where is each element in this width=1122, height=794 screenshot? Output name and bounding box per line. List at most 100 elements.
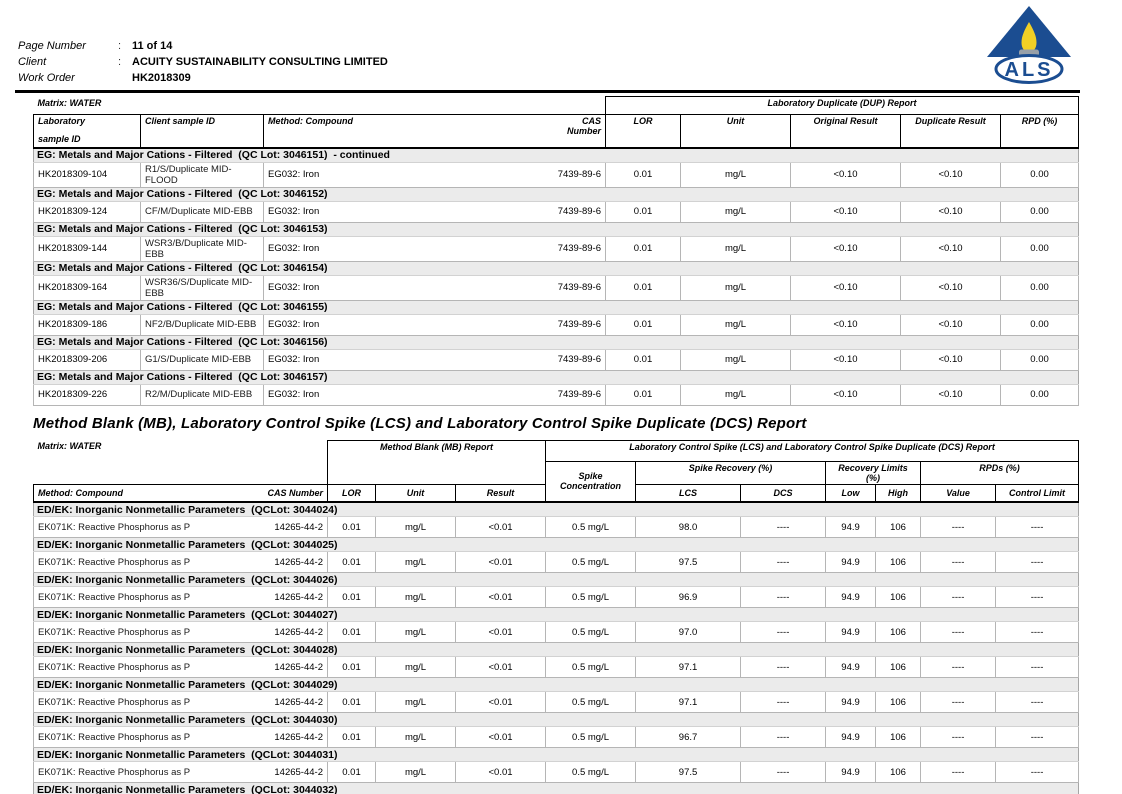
col-unit: Unit <box>680 114 791 149</box>
rpd-value-cell: ---- <box>920 691 997 713</box>
recovery-limit-low-cell: 94.9 <box>825 761 877 783</box>
cas-number-cell: 7439-89-6 <box>545 161 606 188</box>
unit-cell: mg/L <box>375 551 456 573</box>
cas-number-cell: 14265-44-2 <box>250 586 328 608</box>
method-compound-cell: EK071K: Reactive Phosphorus as P <box>33 516 251 538</box>
mb-report-span-header: Method Blank (MB) Report <box>326 439 547 485</box>
client-sample-id-cell: G1/S/Duplicate MID-EBB <box>140 348 264 371</box>
duplicate-result-cell: <0.10 <box>900 383 1001 406</box>
rpd-cell: 0.00 <box>999 200 1080 223</box>
rpd-value-cell: ---- <box>920 516 997 538</box>
qc-lot-section-label: ED/EK: Inorganic Nonmetallic Parameters … <box>32 607 1080 622</box>
page-number-value: 11 of 14 <box>132 40 173 52</box>
rpds-span-header: RPDs (%) <box>920 460 1080 485</box>
cas-number-cell: 14265-44-2 <box>250 726 328 748</box>
rpd-cell: 0.00 <box>999 383 1080 406</box>
recovery-limit-low-cell: 94.9 <box>825 691 877 713</box>
laboratory-sample-id-cell: HK2018309-164 <box>33 274 141 301</box>
lcs-recovery-cell: 97.1 <box>635 656 742 678</box>
lor-cell: 0.01 <box>605 161 681 188</box>
col-laboratory-sample-id: Laboratory sample ID <box>33 114 141 149</box>
qc-lot-section-row: ED/EK: Inorganic Nonmetallic Parameters … <box>32 572 1080 587</box>
col-lab-line2: sample ID <box>38 134 81 144</box>
table-row: HK2018309-104 R1/S/Duplicate MID-FLOOD E… <box>33 161 1080 188</box>
laboratory-duplicate-table: Matrix: WATER Laboratory Duplicate (DUP)… <box>32 96 1080 406</box>
lor-cell: 0.01 <box>327 621 376 643</box>
cas-number-cell: 14265-44-2 <box>250 551 328 573</box>
logo-ellipse <box>994 54 1064 84</box>
col-value: Value <box>920 483 997 503</box>
rpd-control-limit-cell: ---- <box>995 726 1080 748</box>
client-row: Client : ACUITY SUSTAINABILITY CONSULTIN… <box>18 56 388 72</box>
client-label: Client <box>18 56 47 68</box>
lor-cell: 0.01 <box>327 551 376 573</box>
qc-lot-section-label: ED/EK: Inorganic Nonmetallic Parameters … <box>32 501 1080 517</box>
recovery-limits-span-header: Recovery Limits (%) <box>825 460 922 485</box>
table-row: EK071K: Reactive Phosphorus as P 14265-4… <box>33 656 1080 678</box>
col-client-sample-id: Client sample ID <box>140 114 264 149</box>
unit-cell: mg/L <box>375 761 456 783</box>
recovery-limit-high-cell: 106 <box>875 726 922 748</box>
qc-lot-section-row: ED/EK: Inorganic Nonmetallic Parameters … <box>32 677 1080 692</box>
cas-number-cell: 7439-89-6 <box>545 274 606 301</box>
page-number-row: Page Number : 11 of 14 <box>18 40 388 56</box>
col-duplicate-result: Duplicate Result <box>900 114 1001 149</box>
rpd-control-limit-cell: ---- <box>995 761 1080 783</box>
cas-number-cell: 7439-89-6 <box>545 313 606 336</box>
qc-lot-section-label: ED/EK: Inorganic Nonmetallic Parameters … <box>32 712 1080 727</box>
col-spike-line2: Concentration <box>560 481 622 492</box>
lcs-recovery-cell: 96.7 <box>635 726 742 748</box>
qc-lot-section-row: ED/EK: Inorganic Nonmetallic Parameters … <box>32 782 1080 794</box>
spike-concentration-cell: 0.5 mg/L <box>545 621 637 643</box>
dcs-recovery-cell: ---- <box>740 551 827 573</box>
lcs-recovery-cell: 96.9 <box>635 586 742 608</box>
lcs-recovery-cell: 97.1 <box>635 691 742 713</box>
mb-lcs-dcs-table: Matrix: WATER Method Blank (MB) Report L… <box>32 439 1080 794</box>
dcs-recovery-cell: ---- <box>740 761 827 783</box>
unit-cell: mg/L <box>680 313 791 336</box>
client-sample-id-cell: CF/M/Duplicate MID-EBB <box>140 200 264 223</box>
unit-cell: mg/L <box>680 200 791 223</box>
lor-cell: 0.01 <box>605 348 681 371</box>
col-low: Low <box>825 483 877 503</box>
original-result-cell: <0.10 <box>790 274 901 301</box>
col-spike-line1: Spike <box>578 471 603 482</box>
method-compound-cell: EK071K: Reactive Phosphorus as P <box>33 656 251 678</box>
result-cell: <0.01 <box>454 761 547 783</box>
matrix-label: Matrix: <box>37 441 68 451</box>
matrix-value: WATER <box>69 441 102 451</box>
col-lor: LOR <box>605 114 681 149</box>
laboratory-sample-id-cell: HK2018309-144 <box>33 235 141 262</box>
cas-number-cell: 14265-44-2 <box>250 761 328 783</box>
matrix-row: Matrix: WATER <box>33 440 328 484</box>
method-compound-cell: EK071K: Reactive Phosphorus as P <box>33 691 251 713</box>
result-cell: <0.01 <box>454 691 547 713</box>
qc-lot-section-label: ED/EK: Inorganic Nonmetallic Parameters … <box>32 572 1080 587</box>
als-logo-graphic: ALS <box>987 6 1071 84</box>
qc-lot-section-row: EG: Metals and Major Cations - Filtered … <box>32 147 1080 163</box>
table-row: HK2018309-186 NF2/B/Duplicate MID-EBB EG… <box>33 313 1080 336</box>
rpd-control-limit-cell: ---- <box>995 551 1080 573</box>
client-sample-id-cell: R1/S/Duplicate MID-FLOOD <box>140 161 264 188</box>
lor-cell: 0.01 <box>327 726 376 748</box>
col-spike-concentration: Spike Concentration <box>545 460 637 503</box>
rpd-cell: 0.00 <box>999 313 1080 336</box>
rpd-control-limit-cell: ---- <box>995 586 1080 608</box>
qc-lot-section-label: ED/EK: Inorganic Nonmetallic Parameters … <box>32 747 1080 762</box>
rpd-cell: 0.00 <box>999 348 1080 371</box>
lcs-recovery-cell: 97.0 <box>635 621 742 643</box>
spike-concentration-cell: 0.5 mg/L <box>545 726 637 748</box>
qc-lot-section-label: EG: Metals and Major Cations - Filtered … <box>32 369 1080 385</box>
method-compound-cell: EK071K: Reactive Phosphorus as P <box>33 621 251 643</box>
original-result-cell: <0.10 <box>790 235 901 262</box>
table-row: HK2018309-164 WSR36/S/Duplicate MID-EBB … <box>33 274 1080 301</box>
dcs-recovery-cell: ---- <box>740 621 827 643</box>
rpd-control-limit-cell: ---- <box>995 621 1080 643</box>
laboratory-sample-id-cell: HK2018309-206 <box>33 348 141 371</box>
col-dcs: DCS <box>740 483 827 503</box>
method-compound-cell: EG032: Iron <box>263 383 546 406</box>
table-row: EK071K: Reactive Phosphorus as P 14265-4… <box>33 691 1080 713</box>
unit-cell: mg/L <box>680 274 791 301</box>
lor-cell: 0.01 <box>605 200 681 223</box>
original-result-cell: <0.10 <box>790 161 901 188</box>
